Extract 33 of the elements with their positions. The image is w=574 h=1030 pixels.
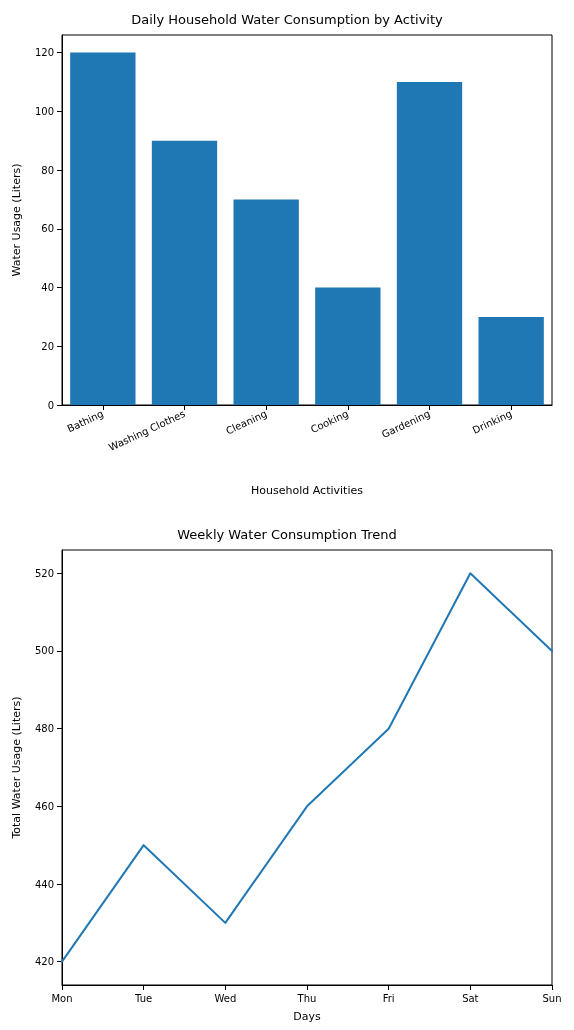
y-tick-label: 60 [41, 223, 54, 235]
y-tick-label: 460 [34, 800, 54, 812]
x-tick-label: Thu [296, 992, 317, 1004]
bar [151, 140, 218, 405]
line-series [61, 572, 553, 963]
y-tick-label: 0 [47, 399, 54, 411]
x-axis-title: Days [293, 1010, 321, 1023]
x-tick-label: Tue [134, 992, 153, 1004]
y-tick-label: 420 [34, 956, 54, 968]
y-tick-label: 40 [41, 282, 54, 294]
y-axis-title: Total Water Usage (Liters) [10, 696, 23, 840]
x-tick-label: Wed [214, 992, 237, 1004]
y-tick-label: 80 [41, 164, 54, 176]
x-tick-label: Sun [542, 992, 562, 1004]
bar [478, 316, 544, 405]
x-tick-label: Fri [382, 992, 395, 1004]
y-tick-label: 20 [41, 340, 54, 352]
x-tick-label: Sat [462, 992, 479, 1004]
chart-title: Weekly Water Consumption Trend [177, 527, 397, 542]
y-tick-label: 520 [34, 567, 54, 579]
x-axis-title: Household Activities [251, 484, 364, 497]
y-tick-label: 500 [34, 645, 54, 657]
chart-title: Daily Household Water Consumption by Activity [131, 12, 444, 27]
bar [396, 81, 463, 405]
bar [233, 199, 299, 405]
bar [70, 52, 136, 405]
bar [315, 287, 381, 405]
x-tick-label: Mon [51, 992, 73, 1004]
y-axis-title: Water Usage (Liters) [10, 163, 23, 277]
y-tick-label: 120 [34, 47, 54, 59]
y-tick-label: 440 [34, 878, 54, 890]
y-tick-label: 100 [34, 105, 54, 117]
y-tick-label: 480 [34, 723, 54, 735]
